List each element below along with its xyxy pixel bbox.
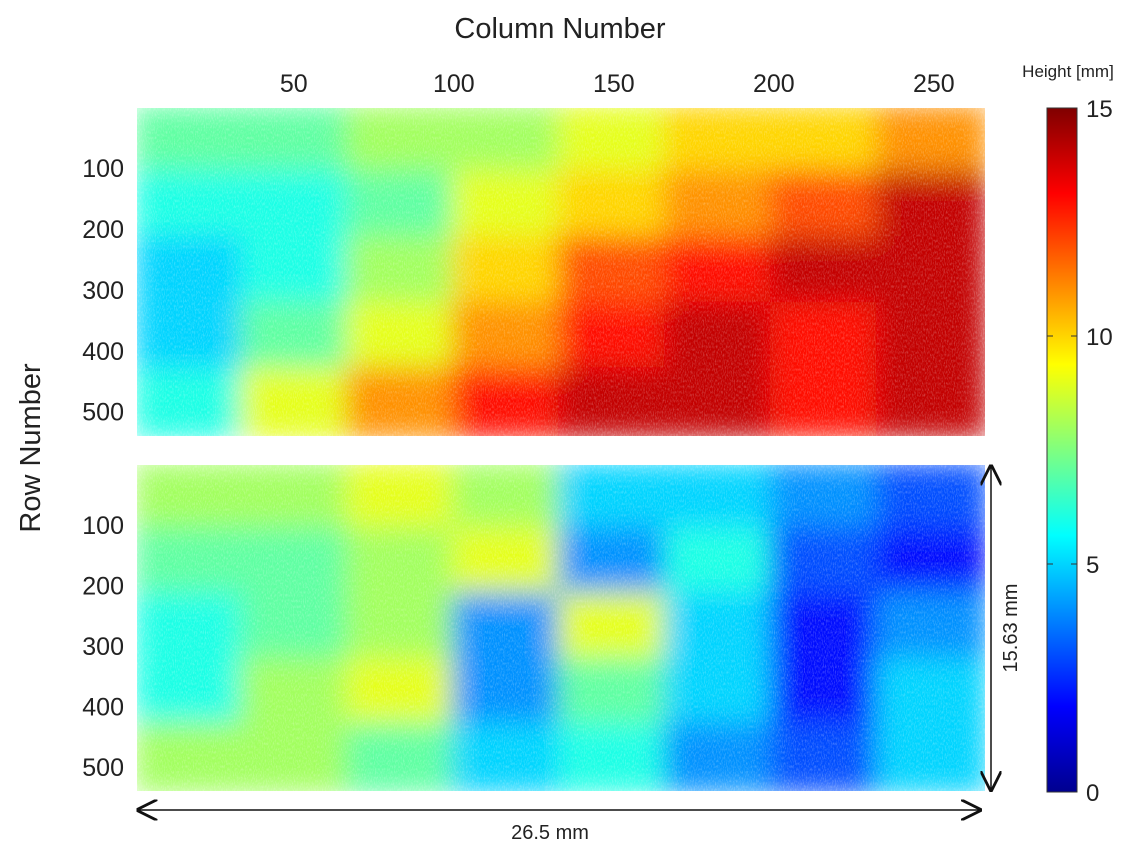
heatmap-panel-top — [137, 108, 985, 436]
y-tick-label: 300 — [82, 633, 124, 661]
x-tick-label: 150 — [593, 70, 635, 98]
x-tick-label: 200 — [753, 70, 795, 98]
colorbar-label: Height [mm] — [1022, 62, 1114, 81]
colorbar-ticks: 0 5 10 15 — [1047, 96, 1113, 807]
heatmap-panel-bottom — [137, 465, 985, 791]
surface-texture — [137, 108, 985, 436]
surface-texture — [137, 465, 985, 791]
y-tick-labels-top: 100 200 300 400 500 — [82, 155, 124, 426]
y-tick-label: 200 — [82, 216, 124, 244]
y-tick-label: 400 — [82, 693, 124, 721]
x-tick-label: 250 — [913, 70, 955, 98]
y-tick-label: 100 — [82, 155, 124, 183]
y-tick-label: 300 — [82, 277, 124, 305]
x-tick-label: 50 — [280, 70, 308, 98]
x-axis-title: Column Number — [454, 13, 665, 45]
colorbar-tick-label: 5 — [1086, 552, 1099, 579]
y-tick-label: 500 — [82, 754, 124, 782]
width-dimension-label: 26.5 mm — [511, 822, 589, 844]
colorbar-tick-label: 0 — [1086, 780, 1099, 807]
colorbar-tick-label: 10 — [1086, 324, 1113, 351]
y-tick-label: 500 — [82, 399, 124, 427]
x-tick-label: 100 — [433, 70, 475, 98]
y-tick-label: 200 — [82, 572, 124, 600]
y-axis-title: Row Number — [15, 363, 47, 533]
y-tick-label: 100 — [82, 512, 124, 540]
height-dimension-label: 15.63 mm — [1000, 584, 1022, 673]
y-tick-label: 400 — [82, 338, 124, 366]
x-tick-labels: 50 100 150 200 250 — [280, 70, 955, 98]
y-tick-labels-bottom: 100 200 300 400 500 — [82, 512, 124, 782]
colorbar — [1046, 107, 1078, 793]
colorbar-tick-label: 15 — [1086, 96, 1113, 123]
